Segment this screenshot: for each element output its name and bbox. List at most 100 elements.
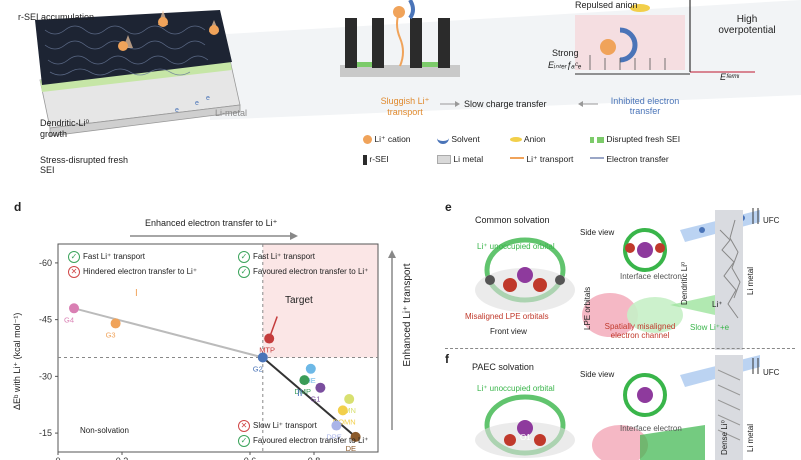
point-dpe — [331, 420, 342, 431]
point-de — [350, 431, 361, 442]
unoccupied-e: Li⁺ unoccupied orbital — [477, 242, 555, 251]
panel-f-illustration — [475, 355, 760, 460]
q4-slow-transport: ✕ Slow Li⁺ transport — [238, 420, 317, 432]
lpe-orbitals-e: LPE orbitals — [583, 286, 592, 330]
repulsed-anion-label: Repulsed anion — [575, 0, 638, 10]
panel-f-letter: f — [445, 352, 449, 366]
dendritic-growth-label: Dendritic-Li⁰ growth — [40, 118, 90, 139]
y-tick-label: -45 — [39, 315, 52, 325]
cross-icon: ✕ — [238, 420, 250, 432]
check-icon: ✓ — [238, 435, 250, 447]
legend-li-metal: Li metal — [437, 154, 483, 165]
misaligned-e: Misaligned LPE orbitals — [465, 312, 549, 321]
check-icon: ✓ — [238, 266, 250, 278]
svg-text:e: e — [206, 95, 210, 102]
inhibited-label: Inhibited electron transfer — [610, 96, 680, 116]
panel-d-letter: d — [14, 200, 22, 214]
point-g1 — [315, 382, 326, 393]
point-label-dpe: DPE — [326, 433, 341, 442]
q4-favoured: ✓ Favoured electron transfer to Li⁺ — [238, 435, 368, 447]
spatially-e: Spatially misaligned electron channel — [604, 322, 676, 340]
sluggish-label: Sluggish Li⁺ transport — [380, 96, 430, 117]
point-g2 — [257, 352, 268, 363]
e-interface-label: Eᵢₙₜₑᵣƒₐᶜₑ — [548, 60, 582, 70]
x-tick-label: 0.6 — [244, 456, 257, 460]
point-label-g4: G4 — [64, 315, 74, 324]
side-view-e: Side view — [580, 228, 615, 237]
cross-icon: ✕ — [68, 266, 80, 278]
non-solvation-label: Non-solvation — [80, 426, 129, 435]
point-bmn — [344, 394, 355, 405]
panel-e-letter: e — [445, 200, 452, 214]
li-cation-icon — [363, 135, 372, 145]
y-tick-label: -15 — [39, 428, 52, 438]
svg-text:e: e — [175, 107, 179, 114]
check-icon: ✓ — [238, 251, 250, 263]
point-domn — [337, 405, 348, 416]
point-g4 — [69, 303, 79, 314]
target-quadrant — [262, 244, 378, 358]
dense-f: Dense Li⁰ — [720, 420, 729, 455]
trend-line-1 — [73, 307, 264, 359]
roman-1: I — [135, 288, 138, 299]
dendritic-e: Dendritic Li⁰ — [680, 261, 689, 305]
panel-divider — [445, 348, 795, 349]
dendritic-mass — [35, 10, 232, 85]
x-tick-label: 0.2 — [116, 456, 129, 460]
common-solvation: Common solvation — [475, 215, 550, 225]
middle-pillars — [340, 0, 460, 77]
slow-li-e: Slow Li⁺+e — [690, 323, 730, 332]
strong-label: Strong — [552, 48, 579, 58]
disrupted-sei-icon — [590, 136, 604, 143]
li-metal-label: Li-metal — [215, 108, 248, 118]
point-mtp — [264, 333, 275, 344]
point-the — [305, 363, 316, 374]
q2-favoured: ✓ Favoured electron transfer to Li⁺ — [238, 266, 368, 278]
legend-disrupted-sei: Disrupted fresh SEI — [590, 134, 680, 144]
x-tick-label: 0.8 — [308, 456, 321, 460]
point-label-dmp: DMP — [294, 387, 311, 396]
top-arrow-label: Enhanced electron transfer to Li⁺ — [145, 218, 278, 228]
panel-e-illustration — [475, 208, 760, 350]
li-transport-icon — [510, 156, 524, 163]
check-icon: ✓ — [68, 251, 80, 263]
point-label-domn: DOMN — [333, 417, 356, 426]
e-fermi-label: Eᶠᵉʳᵐᶦ — [720, 72, 739, 82]
li-metal-icon — [437, 155, 451, 165]
anion-icon — [510, 137, 522, 143]
ufc-e: UFC — [763, 216, 780, 225]
interface-electron-e: Interface electron — [620, 272, 682, 281]
stress-disrupted-label: Stress-disrupted fresh SEI — [40, 155, 129, 175]
side-view-f: Side view — [580, 370, 615, 379]
svg-text:e: e — [195, 100, 199, 107]
point-label-g2: G2 — [253, 364, 263, 373]
target-label: Target — [285, 295, 313, 306]
x-tick-label: 0 — [55, 456, 60, 460]
li-metal-e: Li metal — [746, 266, 755, 295]
interface-electron-f: Interface electron — [620, 424, 682, 433]
legend-anion: Anion — [510, 134, 546, 144]
electron-transfer-icon — [590, 156, 604, 163]
legend-electron-transfer: Electron transfer — [590, 154, 669, 164]
r-sei-icon — [363, 154, 367, 165]
legend-li-cation: Li⁺ cation — [363, 134, 411, 145]
unoccupied-f: Li⁺ unoccupied orbital — [477, 384, 555, 393]
point-dmp — [299, 375, 310, 386]
paec-solvation: PAEC solvation — [472, 362, 534, 372]
li-plus-e: Li⁺ — [712, 300, 723, 309]
point-label-de: DE — [346, 444, 356, 453]
point-label-g1: G1 — [310, 395, 320, 404]
y-tick-label: -30 — [39, 371, 52, 381]
legend-li-transport: Li⁺ transport — [510, 154, 573, 165]
sei-layer — [40, 60, 232, 92]
solvent-icon — [437, 135, 449, 145]
plot-frame — [57, 243, 379, 453]
right-arrow-icon — [388, 250, 396, 430]
point-g3 — [110, 318, 121, 329]
top-illustration: eee — [35, 0, 801, 137]
slow-charge-label: Slow charge transfer — [464, 99, 547, 109]
r-sei-accumulation-label: r-SEI accumulation — [18, 12, 95, 22]
roman-2: II — [297, 388, 303, 399]
